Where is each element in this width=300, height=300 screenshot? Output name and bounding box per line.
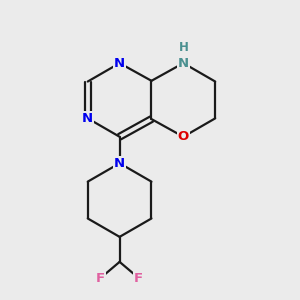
Text: F: F	[96, 272, 105, 285]
Text: H: H	[178, 41, 188, 54]
Text: N: N	[178, 57, 189, 70]
Text: N: N	[82, 112, 93, 125]
Text: F: F	[134, 272, 143, 285]
Text: O: O	[178, 130, 189, 143]
Text: N: N	[114, 57, 125, 70]
Text: N: N	[114, 157, 125, 170]
